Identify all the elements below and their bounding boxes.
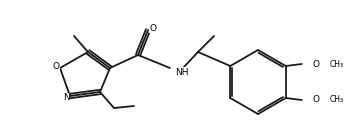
Text: CH₃: CH₃ xyxy=(330,60,344,68)
Text: O: O xyxy=(150,24,156,32)
Text: O: O xyxy=(312,60,319,68)
Text: CH₃: CH₃ xyxy=(330,95,344,104)
Text: O: O xyxy=(312,95,319,104)
Text: O: O xyxy=(53,61,60,71)
Text: NH: NH xyxy=(175,67,189,76)
Text: N: N xyxy=(62,94,70,102)
